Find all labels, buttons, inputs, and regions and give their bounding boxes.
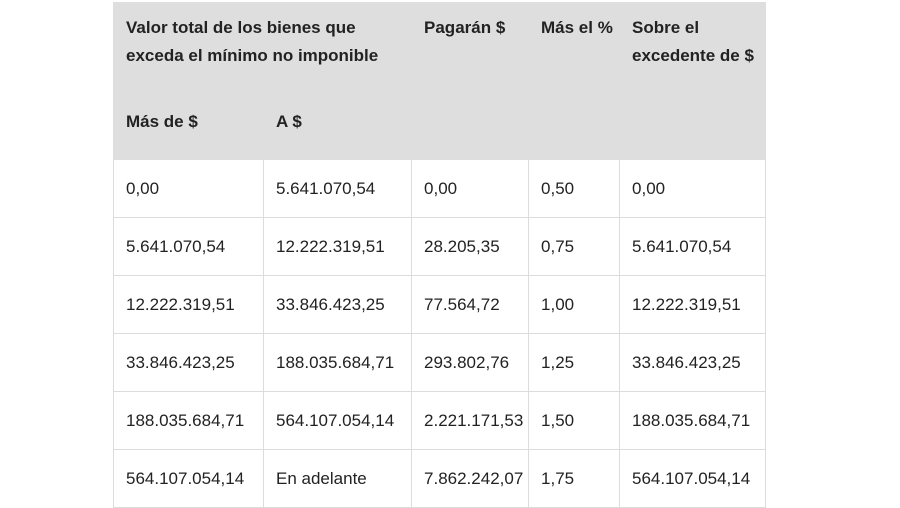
table-row: 5.641.070,54 12.222.319,51 28.205,35 0,75 5.… (113, 217, 767, 276)
tax-bracket-table: Valor total de los bienes que exceda el … (112, 2, 767, 508)
cell-a: 188.035.684,71 (262, 333, 413, 392)
table-row: 188.035.684,71 564.107.054,14 2.221.171,53… (113, 391, 767, 450)
cell-sobre-excedente: 564.107.054,14 (619, 449, 767, 508)
table-row: 33.846.423,25 188.035.684,71 293.802,76 1,2… (113, 333, 767, 392)
header-a: A $ (262, 84, 413, 160)
cell-mas-de: 564.107.054,14 (113, 449, 264, 508)
cell-mas-de: 0,00 (113, 159, 264, 218)
cell-mas-el: 1,75 (528, 449, 621, 508)
cell-pagaran: 0,00 (411, 159, 530, 218)
cell-a: 12.222.319,51 (262, 217, 413, 276)
table-body: 0,00 5.641.070,54 0,00 0,50 0,00 5.641.070,54… (113, 159, 767, 508)
cell-mas-el: 1,50 (528, 391, 621, 450)
cell-sobre-excedente: 33.846.423,25 (619, 333, 767, 392)
table-row: 564.107.054,14 En adelante 7.862.242,07 1,7… (113, 449, 767, 508)
cell-a: 5.641.070,54 (262, 159, 413, 218)
cell-pagaran: 2.221.171,53 (411, 391, 530, 450)
cell-pagaran: 7.862.242,07 (411, 449, 530, 508)
cell-pagaran: 28.205,35 (411, 217, 530, 276)
cell-mas-el: 0,75 (528, 217, 621, 276)
cell-sobre-excedente: 0,00 (619, 159, 767, 218)
cell-sobre-excedente: 188.035.684,71 (619, 391, 767, 450)
cell-sobre-excedente: 5.641.070,54 (619, 217, 767, 276)
table-row: 12.222.319,51 33.846.423,25 77.564,72 1,00 1… (113, 275, 767, 334)
cell-mas-de: 12.222.319,51 (113, 275, 264, 334)
cell-pagaran: 77.564,72 (411, 275, 530, 334)
cell-mas-el: 1,00 (528, 275, 621, 334)
cell-mas-de: 5.641.070,54 (113, 217, 264, 276)
cell-sobre-excedente: 12.222.319,51 (619, 275, 767, 334)
header-pagaran: Pagarán $ (411, 2, 530, 160)
cell-mas-de: 33.846.423,25 (113, 333, 264, 392)
cell-mas-de: 188.035.684,71 (113, 391, 264, 450)
cell-mas-el: 1,25 (528, 333, 621, 392)
header-mas-el: Más el % (528, 2, 621, 160)
table-header: Valor total de los bienes que exceda el … (112, 2, 767, 160)
header-valor-total: Valor total de los bienes que exceda el … (112, 2, 413, 85)
table-row: 0,00 5.641.070,54 0,00 0,50 0,00 (113, 159, 767, 218)
header-sobre-excedente: Sobre el excedente de $ (619, 2, 767, 160)
cell-a: En adelante (262, 449, 413, 508)
cell-mas-el: 0,50 (528, 159, 621, 218)
cell-a: 564.107.054,14 (262, 391, 413, 450)
cell-pagaran: 293.802,76 (411, 333, 530, 392)
header-mas-de: Más de $ (113, 84, 264, 160)
cell-a: 33.846.423,25 (262, 275, 413, 334)
